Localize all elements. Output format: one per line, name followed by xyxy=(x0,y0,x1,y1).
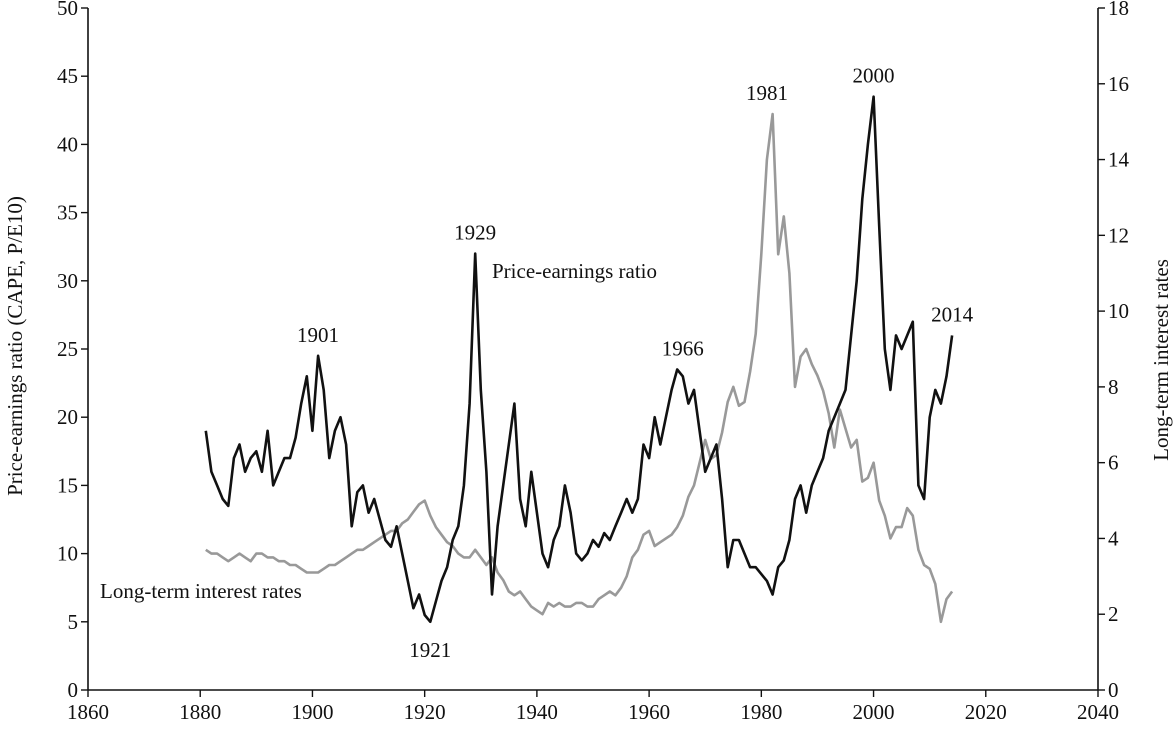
y-tick-label: 0 xyxy=(68,678,79,702)
peak-annotation-2000: 2000 xyxy=(853,64,895,88)
x-tick-label: 1880 xyxy=(179,700,221,724)
y-tick-label: 10 xyxy=(57,542,78,566)
x-tick-label: 1920 xyxy=(404,700,446,724)
pe-ratio-line xyxy=(204,95,954,624)
y-tick-label: 40 xyxy=(57,132,78,156)
y2-tick-label: 4 xyxy=(1108,526,1119,550)
x-tick-label: 1940 xyxy=(516,700,558,724)
y2-tick-label: 18 xyxy=(1108,0,1129,20)
peak-annotation-1921: 1921 xyxy=(409,638,451,662)
right-axis-label: Long-term interest rates xyxy=(1149,259,1173,461)
y2-tick-label: 16 xyxy=(1108,72,1129,96)
peak-annotation-1901: 1901 xyxy=(297,323,339,347)
x-tick-label: 1960 xyxy=(628,700,670,724)
y-tick-label: 45 xyxy=(57,64,78,88)
x-tick-label: 1900 xyxy=(291,700,333,724)
peak-annotation-1981: 1981 xyxy=(746,81,788,105)
ir-series-label: Long-term interest rates xyxy=(100,579,302,603)
y-tick-label: 50 xyxy=(57,0,78,20)
y2-tick-label: 2 xyxy=(1108,602,1119,626)
peak-annotation-2014: 2014 xyxy=(931,302,974,326)
y-tick-label: 20 xyxy=(57,405,78,429)
peak-annotation-1966: 1966 xyxy=(662,336,704,360)
y2-tick-label: 8 xyxy=(1108,375,1119,399)
y2-tick-label: 14 xyxy=(1108,148,1130,172)
peak-annotation-1929: 1929 xyxy=(454,221,496,245)
y2-tick-label: 10 xyxy=(1108,299,1129,323)
pe-series-label: Price-earnings ratio xyxy=(492,259,657,283)
series-layer xyxy=(204,95,954,624)
y2-tick-label: 0 xyxy=(1108,678,1119,702)
ticks: 0 5 10 15 20 25 30 35 40 45 50 0 2 4 6 8 10 12 14 16 18 1860 1… xyxy=(57,0,1130,724)
y-tick-label: 5 xyxy=(68,610,79,634)
y-tick-label: 30 xyxy=(57,269,78,293)
x-tick-label: 2020 xyxy=(965,700,1007,724)
interest-rate-line xyxy=(205,112,954,624)
left-axis-label: Price-earnings ratio (CAPE, P/E10) xyxy=(3,196,27,496)
x-tick-label: 2000 xyxy=(853,700,895,724)
y-tick-label: 15 xyxy=(57,473,78,497)
annotations: 1901 1921 1929 1966 1981 2000 2014 xyxy=(297,64,974,662)
y2-tick-label: 6 xyxy=(1108,451,1119,475)
y2-tick-label: 12 xyxy=(1108,223,1129,247)
x-tick-label: 1980 xyxy=(740,700,782,724)
x-tick-label: 1860 xyxy=(67,700,109,724)
y-tick-label: 35 xyxy=(57,201,78,225)
x-tick-label: 2040 xyxy=(1077,700,1119,724)
y-tick-label: 25 xyxy=(57,337,78,361)
